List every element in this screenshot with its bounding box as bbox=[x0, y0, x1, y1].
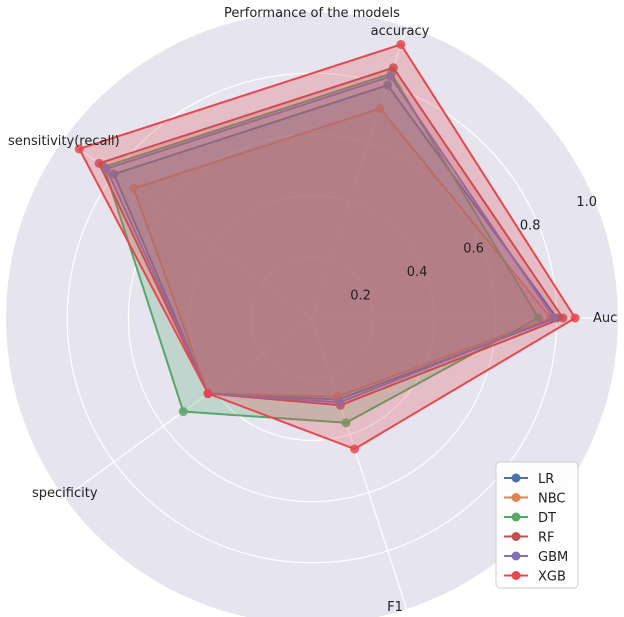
plot-background-circle bbox=[6, 12, 618, 617]
data-point-gbm-3 bbox=[102, 164, 112, 174]
plot-background bbox=[6, 12, 618, 617]
axis-spoke-4 bbox=[64, 317, 313, 499]
series-area-nbc bbox=[132, 107, 552, 398]
series-area-xgb bbox=[78, 43, 577, 450]
legend-label: GBM bbox=[538, 550, 568, 565]
axis-label-1: Auc bbox=[593, 311, 617, 326]
legend: LR NBC DT RF GBM XGB bbox=[495, 461, 579, 589]
axis-label-4: specificity bbox=[32, 486, 98, 501]
legend-marker bbox=[511, 551, 521, 561]
radial-tick-label: 0.6 bbox=[463, 242, 484, 257]
data-point-dt-5 bbox=[341, 418, 351, 428]
data-point-xgb-5 bbox=[350, 444, 360, 454]
legend-marker bbox=[511, 512, 521, 522]
data-point-rf-2 bbox=[388, 63, 398, 73]
series-area-lr bbox=[112, 84, 558, 401]
legend-marker bbox=[511, 532, 521, 541]
legend-item-dt: DT bbox=[504, 511, 556, 526]
data-point-nbc-2 bbox=[375, 103, 385, 113]
data-point-nbc-3 bbox=[129, 183, 139, 193]
data-point-lr-3 bbox=[109, 169, 119, 179]
axis-label-2: accuracy bbox=[371, 24, 430, 39]
data-point-dt-4 bbox=[178, 407, 188, 417]
labels: 0.2 0.4 0.6 0.8 1.0 Auc accuracy sensitivity(re… bbox=[8, 24, 617, 615]
radial-tick-label: 0.2 bbox=[350, 289, 371, 304]
legend-label: NBC bbox=[538, 492, 566, 507]
legend-marker bbox=[511, 571, 521, 580]
legend-item-xgb: XGB bbox=[504, 570, 566, 585]
legend-label: LR bbox=[538, 472, 554, 487]
data-point-gbm-5 bbox=[334, 397, 344, 407]
axis-spoke-5 bbox=[311, 317, 408, 610]
data-point-gbm-1 bbox=[549, 313, 559, 323]
chart-title: Performance of the models bbox=[224, 6, 400, 21]
data-point-dt-1 bbox=[533, 313, 543, 323]
legend-label: DT bbox=[538, 511, 556, 526]
data-point-xgb-4 bbox=[203, 389, 213, 399]
axis-label-5: F1 bbox=[387, 600, 403, 615]
legend-label: RF bbox=[538, 531, 555, 546]
legend-item-gbm: GBM bbox=[504, 550, 568, 565]
series-layer bbox=[74, 39, 580, 454]
legend-label: XGB bbox=[538, 570, 566, 585]
series-area-rf bbox=[98, 66, 564, 407]
series-gbm bbox=[102, 71, 559, 407]
axis-label-3: sensitivity(recall) bbox=[8, 134, 120, 149]
series-xgb bbox=[74, 39, 580, 454]
radial-tick-label: 1.0 bbox=[576, 195, 597, 210]
legend-item-rf: RF bbox=[504, 531, 555, 546]
series-area-gbm bbox=[105, 75, 555, 404]
legend-item-nbc: NBC bbox=[504, 492, 566, 507]
radial-tick-label: 0.8 bbox=[520, 218, 541, 233]
data-point-xgb-2 bbox=[396, 39, 406, 49]
data-point-xgb-3 bbox=[74, 144, 84, 154]
data-point-rf-3 bbox=[94, 158, 104, 168]
data-point-rf-1 bbox=[558, 313, 568, 323]
series-rf bbox=[94, 63, 568, 410]
data-point-lr-2 bbox=[383, 80, 393, 90]
data-point-xgb-1 bbox=[570, 313, 580, 323]
legend-marker bbox=[511, 473, 521, 483]
legend-marker bbox=[511, 493, 521, 502]
data-point-gbm-2 bbox=[385, 71, 395, 81]
radial-tick-label: 0.4 bbox=[407, 265, 428, 280]
legend-item-lr: LR bbox=[504, 472, 554, 487]
